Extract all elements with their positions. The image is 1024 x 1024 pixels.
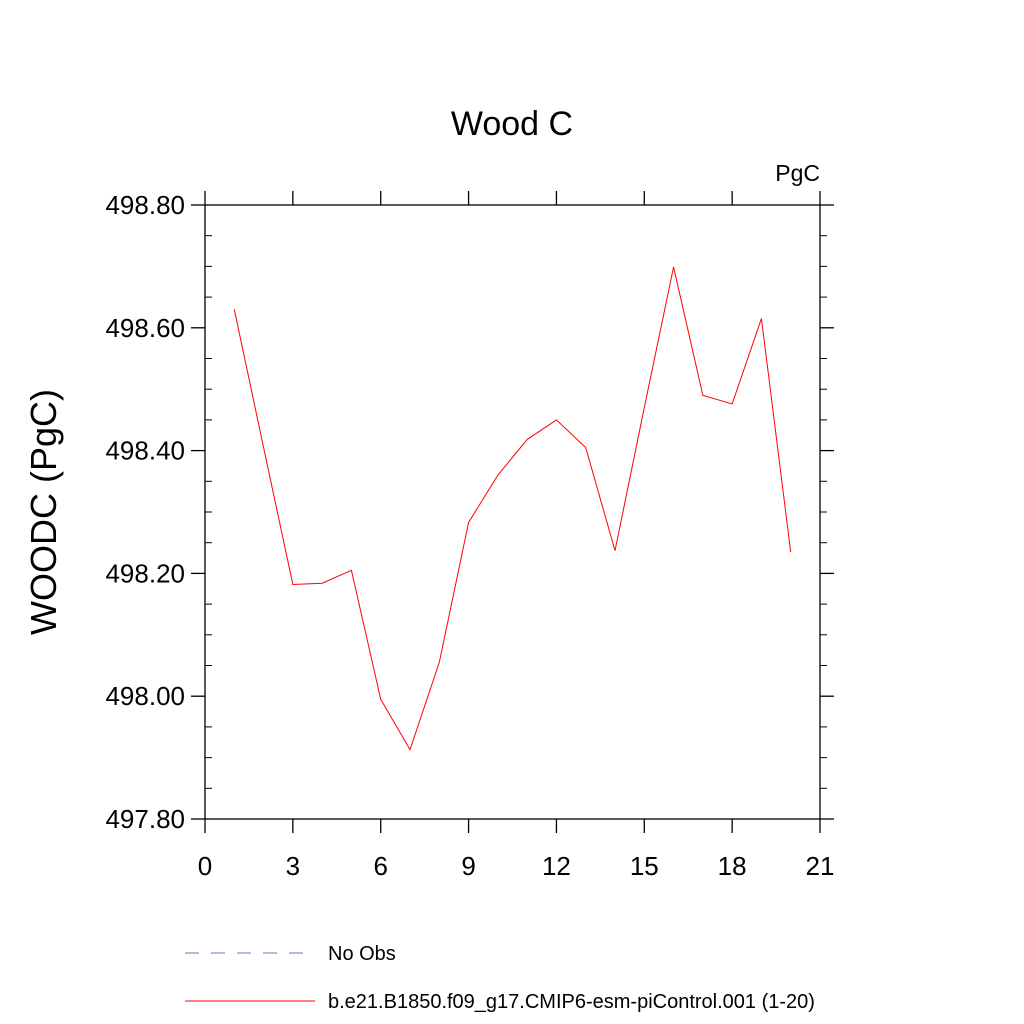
legend: No Obs b.e21.B1850.f09_g17.CMIP6-esm-piC…	[185, 943, 815, 1013]
y-axis-label: WOODC (PgC)	[23, 389, 64, 635]
series-line-1	[233, 266, 792, 751]
y-tick-label: 497.80	[105, 804, 185, 834]
x-tick-label: 21	[806, 851, 835, 881]
y-tick-label: 498.40	[105, 436, 185, 466]
units-label: PgC	[775, 160, 820, 186]
legend-label-no-obs: No Obs	[328, 943, 396, 965]
legend-label-model-run: b.e21.B1850.f09_g17.CMIP6-esm-piControl.…	[328, 991, 815, 1013]
y-tick-label: 498.60	[105, 313, 185, 343]
minor-ticks	[205, 235, 827, 789]
series-lines	[233, 266, 792, 751]
y-axis-ticks: 497.80 498.00 498.20 498.40 498.60 498.80	[105, 190, 834, 834]
y-tick-label: 498.80	[105, 190, 185, 220]
x-tick-label: 3	[286, 851, 300, 881]
y-tick-label: 498.20	[105, 558, 185, 588]
x-tick-label: 0	[198, 851, 212, 881]
x-tick-label: 9	[461, 851, 475, 881]
x-tick-label: 15	[630, 851, 659, 881]
x-tick-label: 6	[373, 851, 387, 881]
chart-title: Wood C	[451, 105, 573, 143]
x-axis-ticks: 0 3 6 9 12 15 18 21	[198, 191, 835, 881]
x-tick-label: 12	[542, 851, 571, 881]
x-tick-label: 18	[718, 851, 747, 881]
plot-frame	[204, 204, 821, 820]
y-tick-label: 498.00	[105, 681, 185, 711]
